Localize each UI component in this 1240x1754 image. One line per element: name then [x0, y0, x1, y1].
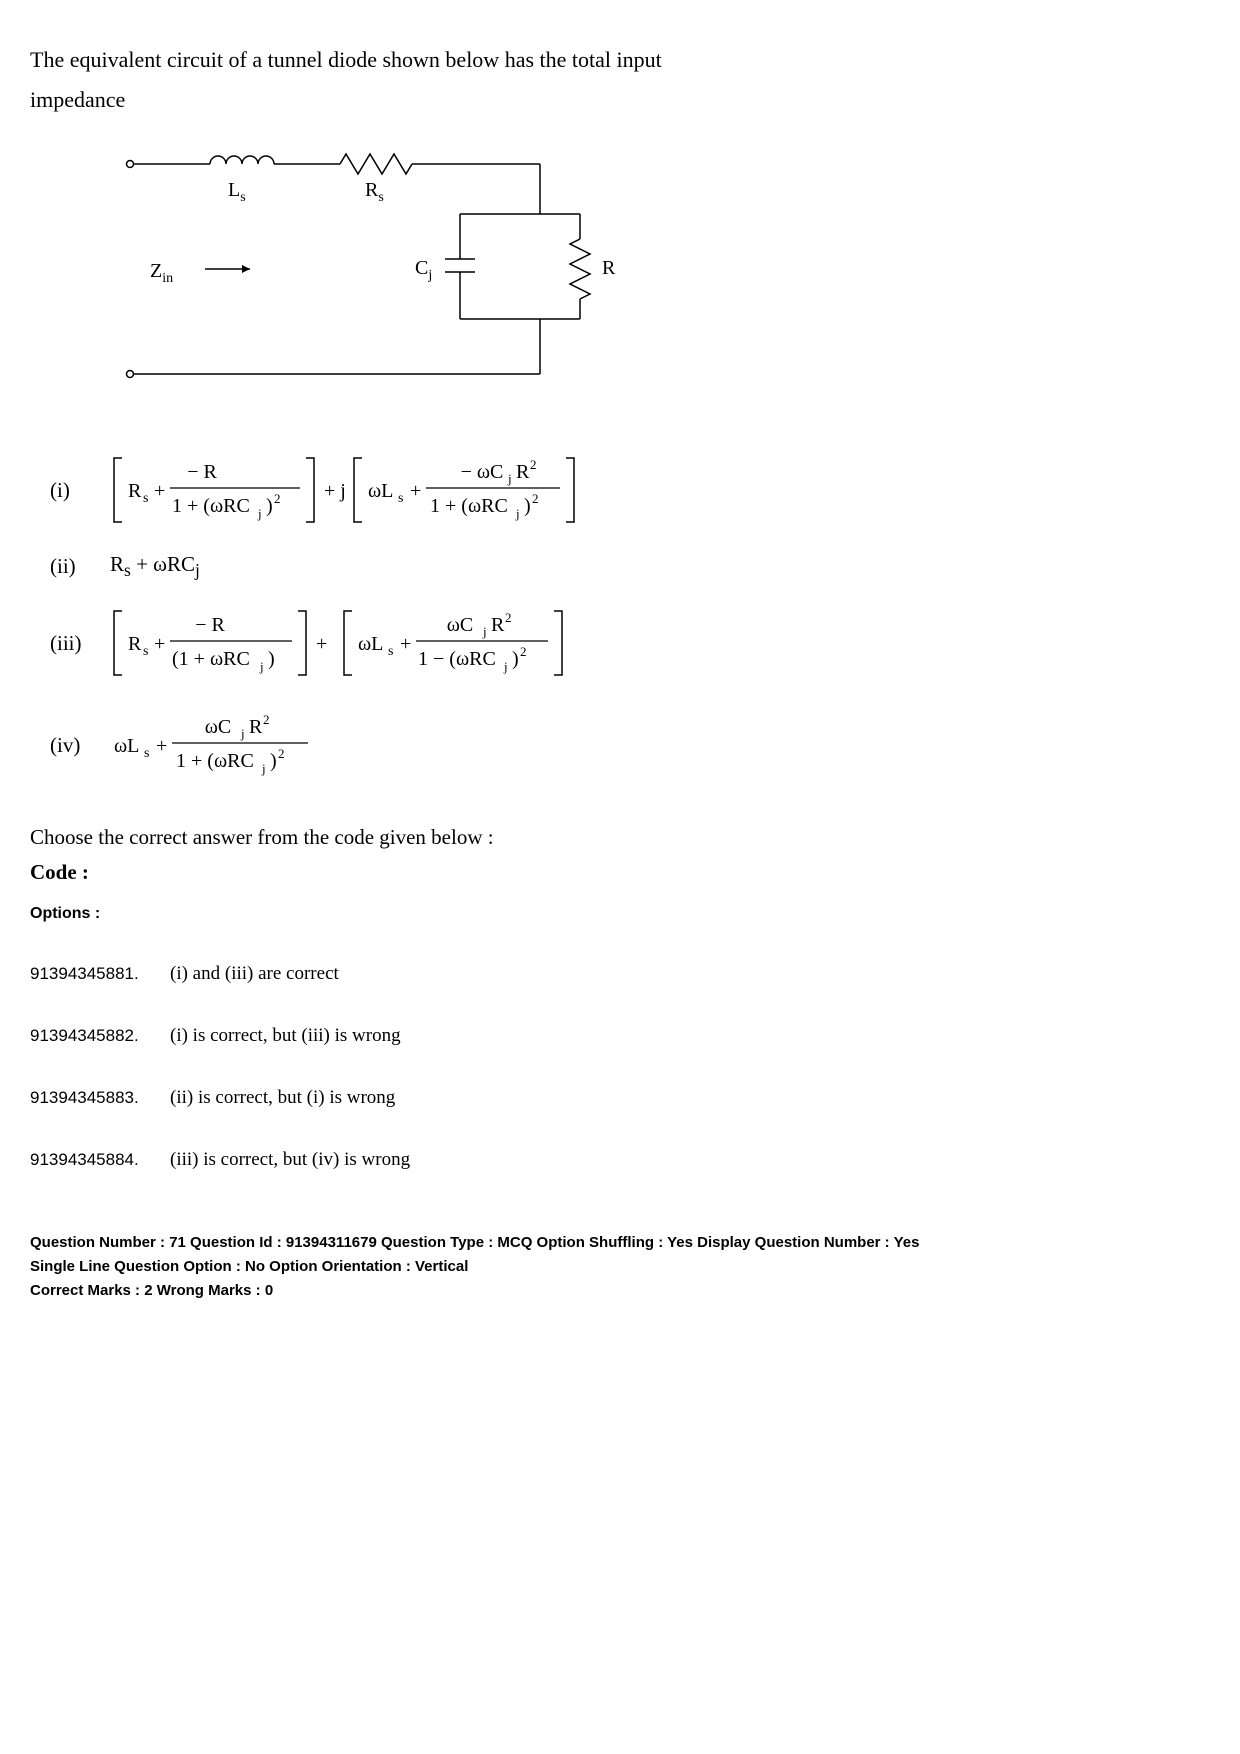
svg-text:s: s	[143, 491, 148, 506]
question-metadata: Question Number : 71 Question Id : 91394…	[30, 1231, 1210, 1303]
svg-text:R: R	[128, 633, 142, 655]
circuit-diagram: Ls Rs Zin Cj R	[110, 144, 1210, 410]
svg-text:Rs: Rs	[365, 179, 384, 205]
svg-text:1 + (ωRC: 1 + (ωRC	[176, 750, 254, 772]
svg-text:j: j	[257, 506, 262, 521]
option-row: 91394345882. (i) is correct, but (iii) i…	[30, 1025, 1210, 1047]
svg-text:j: j	[240, 726, 245, 741]
svg-text:2: 2	[263, 712, 270, 727]
option-row: 91394345881. (i) and (iii) are correct	[30, 963, 1210, 985]
equation-4: (iv) ωLs + ωCjR2 1 + (ωRCj)2	[50, 705, 1210, 785]
svg-text:2: 2	[532, 491, 539, 506]
svg-text:s: s	[388, 644, 393, 659]
svg-text:− ωC: − ωC	[461, 461, 504, 483]
svg-text:+: +	[410, 480, 421, 502]
svg-text:Zin: Zin	[150, 260, 173, 286]
question-text: The equivalent circuit of a tunnel diode…	[30, 40, 1210, 119]
svg-text:j: j	[503, 659, 508, 674]
option-id: 91394345882.	[30, 1026, 170, 1046]
option-row: 91394345884. (iii) is correct, but (iv) …	[30, 1149, 1210, 1171]
svg-text:R: R	[491, 614, 505, 636]
svg-text:j: j	[482, 624, 487, 639]
svg-text:1 + (ωRC: 1 + (ωRC	[172, 495, 250, 517]
option-text: (ii) is correct, but (i) is wrong	[170, 1087, 395, 1109]
svg-text:R: R	[128, 480, 142, 502]
svg-text:): )	[266, 495, 273, 517]
svg-text:j: j	[259, 659, 264, 674]
svg-text:2: 2	[520, 644, 527, 659]
choose-text: Choose the correct answer from the code …	[30, 825, 1210, 850]
svg-text:R: R	[249, 716, 263, 738]
equations-block: (i) Rs + − R 1 + (ωRCj)2 + j ωLs	[50, 450, 1210, 785]
svg-text:): )	[268, 648, 275, 670]
equation-3: (iii) Rs + − R (1 + ωRCj) + ωLs + ωCjR2	[50, 603, 1210, 683]
svg-text:ωL: ωL	[114, 735, 139, 757]
svg-text:+ j: + j	[324, 480, 346, 502]
svg-text:): )	[524, 495, 531, 517]
svg-text:Cj: Cj	[415, 257, 432, 283]
svg-text:j: j	[261, 761, 266, 776]
option-text: (i) is correct, but (iii) is wrong	[170, 1025, 401, 1047]
svg-text:1 + (ωRC: 1 + (ωRC	[430, 495, 508, 517]
svg-text:2: 2	[530, 457, 537, 472]
svg-text:s: s	[143, 644, 148, 659]
equation-1: (i) Rs + − R 1 + (ωRCj)2 + j ωLs	[50, 450, 1210, 530]
svg-text:R: R	[602, 257, 616, 279]
svg-text:+: +	[156, 735, 167, 757]
svg-text:+: +	[316, 633, 327, 655]
svg-text:+: +	[400, 633, 411, 655]
svg-text:ωC: ωC	[447, 614, 474, 636]
svg-text:+: +	[154, 480, 165, 502]
svg-text:ωC: ωC	[205, 716, 232, 738]
svg-text:j: j	[515, 506, 520, 521]
svg-text:): )	[512, 648, 519, 670]
svg-text:j: j	[507, 471, 512, 486]
option-id: 91394345883.	[30, 1088, 170, 1108]
svg-text:Ls: Ls	[228, 179, 246, 205]
svg-text:2: 2	[505, 610, 512, 625]
svg-text:+: +	[154, 633, 165, 655]
svg-text:s: s	[144, 746, 149, 761]
svg-text:s: s	[398, 491, 403, 506]
svg-text:(1 + ωRC: (1 + ωRC	[172, 648, 250, 670]
svg-text:2: 2	[278, 746, 285, 761]
option-row: 91394345883. (ii) is correct, but (i) is…	[30, 1087, 1210, 1109]
option-text: (i) and (iii) are correct	[170, 963, 339, 985]
svg-text:2: 2	[274, 491, 281, 506]
option-id: 91394345881.	[30, 964, 170, 984]
svg-text:− R: − R	[187, 461, 217, 483]
option-text: (iii) is correct, but (iv) is wrong	[170, 1149, 410, 1171]
svg-text:R: R	[516, 461, 530, 483]
equation-2: (ii) Rs + ωRCj	[50, 552, 1210, 581]
svg-text:ωL: ωL	[368, 480, 393, 502]
options-label: Options :	[30, 905, 1210, 923]
svg-text:− R: − R	[195, 614, 225, 636]
svg-text:): )	[270, 750, 277, 772]
code-label: Code :	[30, 860, 1210, 885]
option-id: 91394345884.	[30, 1150, 170, 1170]
svg-text:ωL: ωL	[358, 633, 383, 655]
svg-text:1 − (ωRC: 1 − (ωRC	[418, 648, 496, 670]
